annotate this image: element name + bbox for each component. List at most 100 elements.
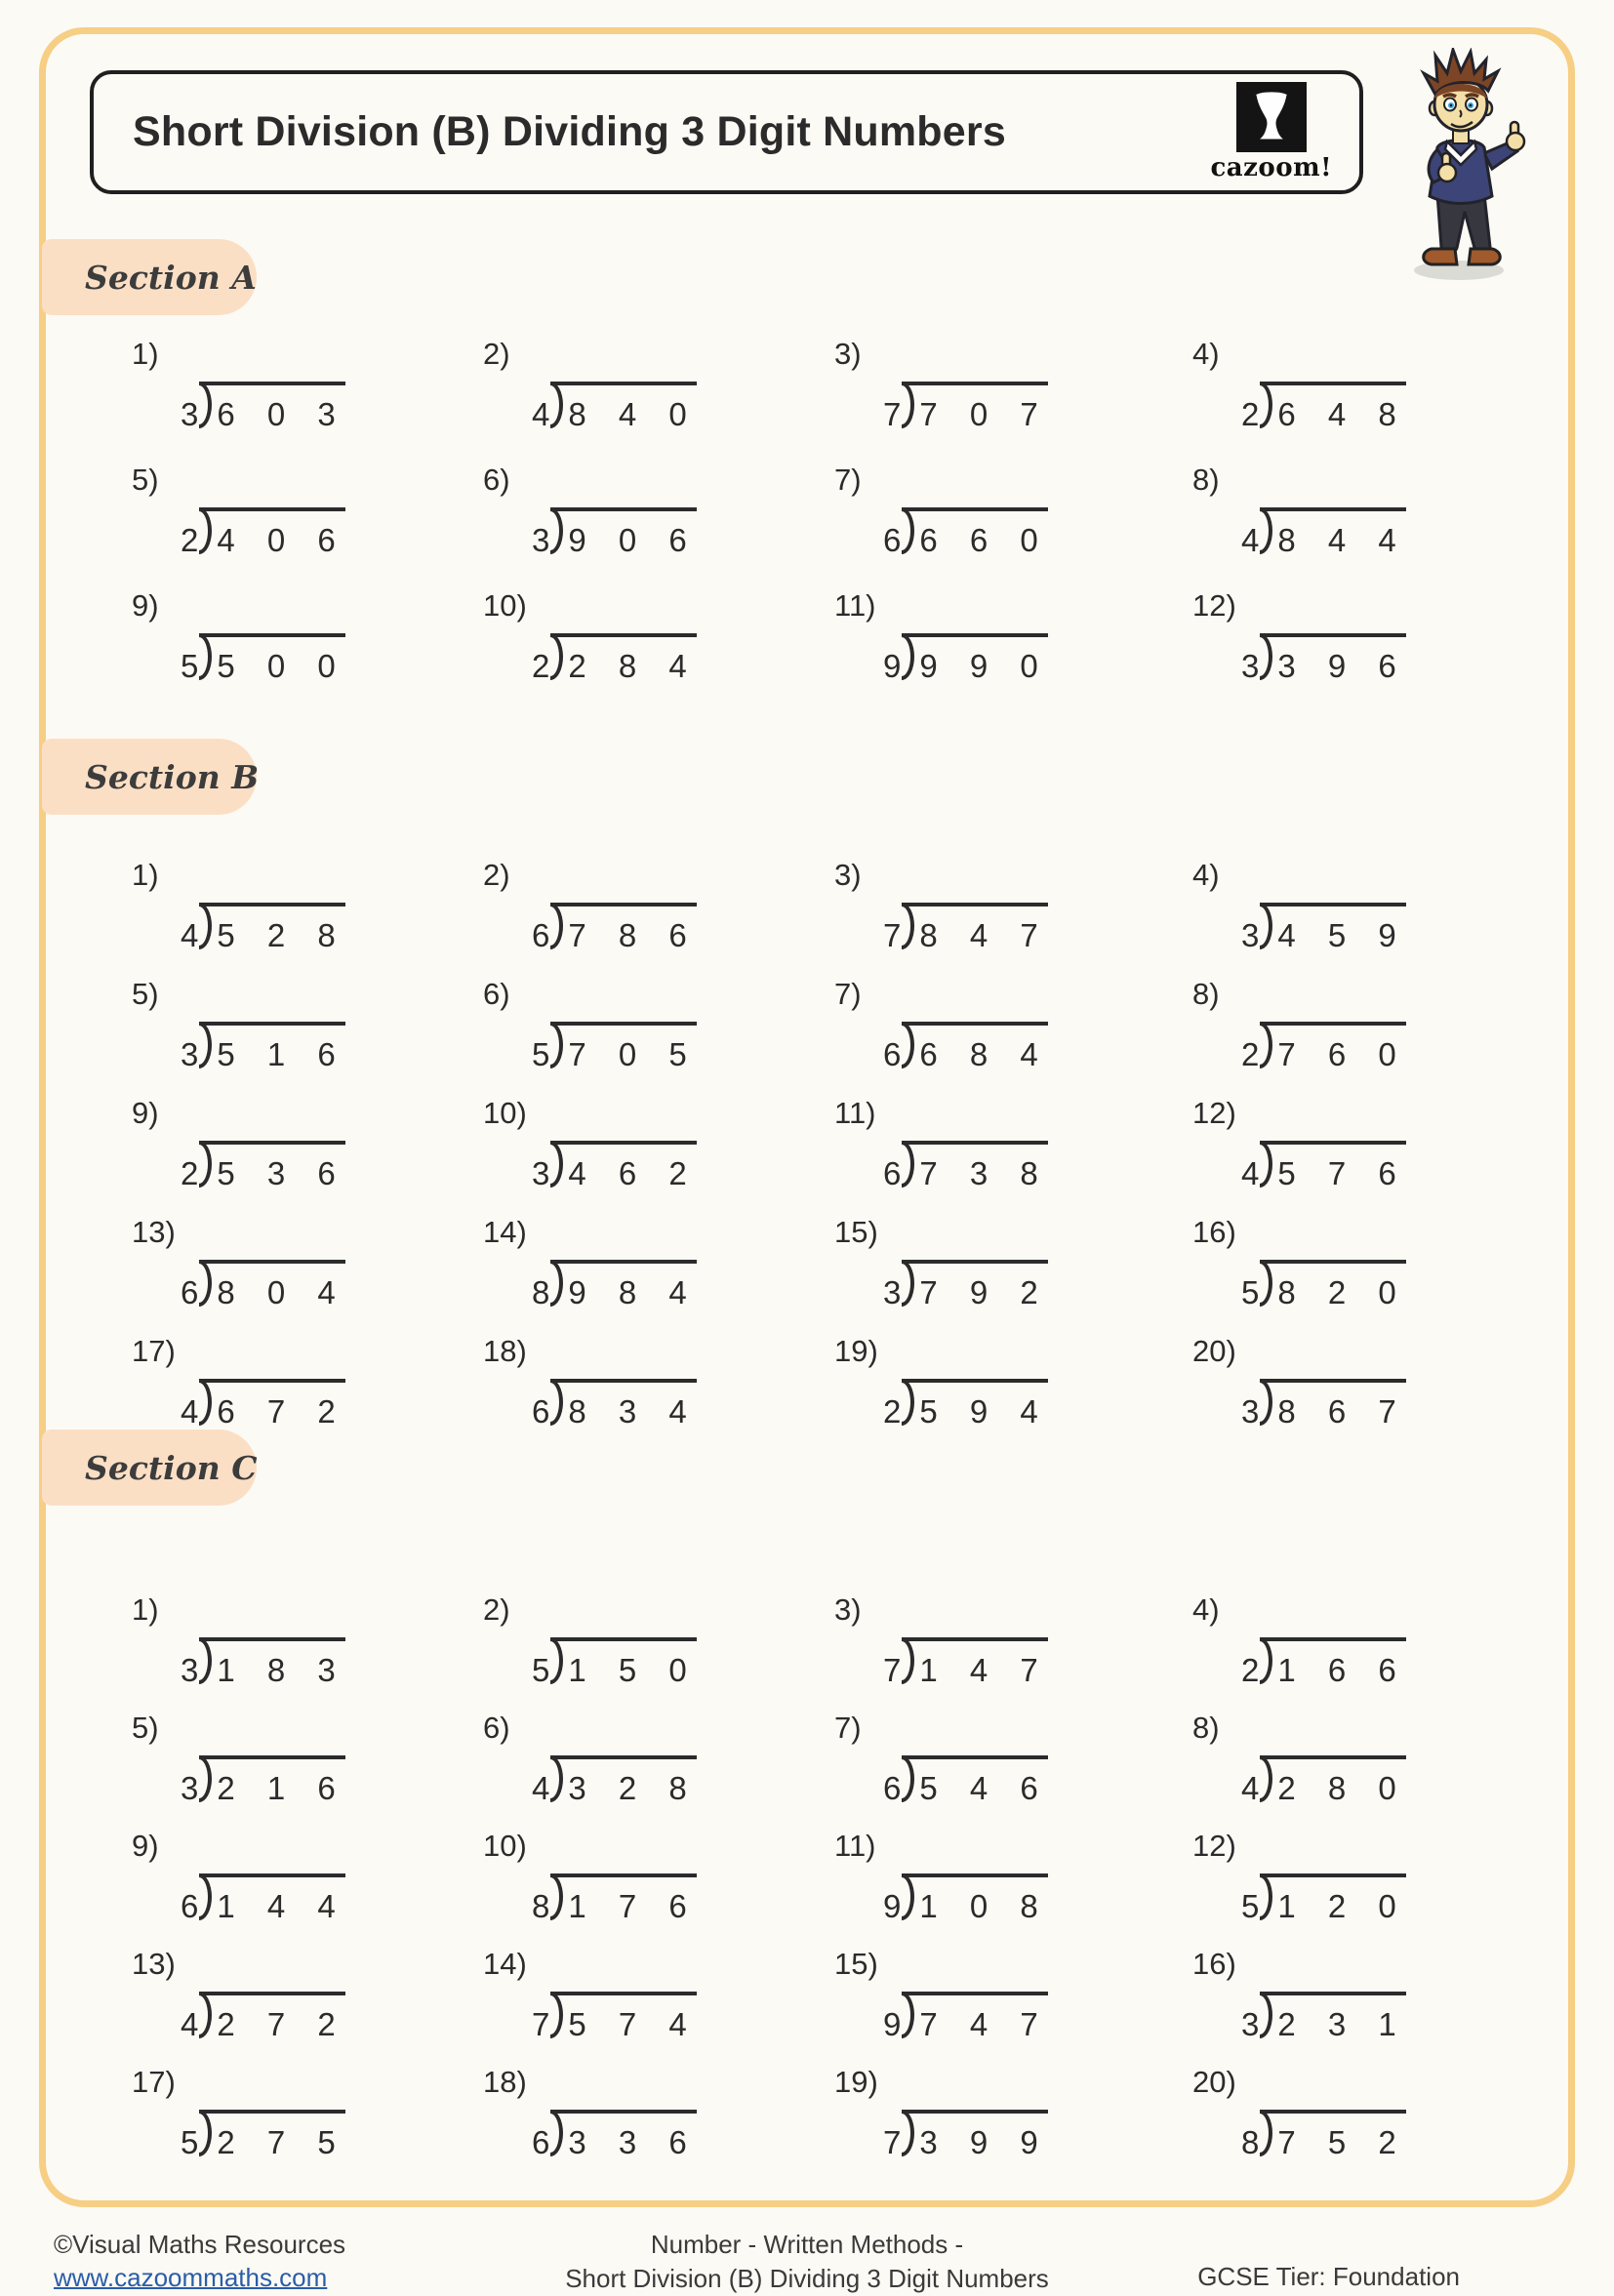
divisor: 6: [883, 1770, 902, 1806]
dividend: 7 4 7: [902, 1992, 1048, 2040]
divisor: 9: [883, 1888, 902, 1924]
problem-number: 1): [132, 337, 159, 371]
divisor: 8: [532, 1888, 550, 1924]
problem-number: 15): [834, 1947, 878, 1981]
divisor: 2: [181, 1155, 199, 1191]
divisor: 3: [181, 1652, 199, 1688]
divisor: 4: [532, 396, 550, 432]
dividend: 7 0 7: [902, 382, 1048, 430]
divisor: 3: [1241, 2006, 1260, 2042]
division-problem: 6) 5 7 0 5: [483, 977, 834, 1096]
dividend: 7 6 0: [1260, 1022, 1406, 1070]
problem-number: 17): [132, 1334, 176, 1368]
division-problem: 11) 6 7 3 8: [834, 1096, 1192, 1215]
division-problem: 7) 6 6 8 4: [834, 977, 1192, 1096]
division-problem: 9) 5 5 0 0: [132, 588, 483, 714]
problem-number: 2): [483, 1592, 510, 1627]
divisor: 4: [1241, 1155, 1260, 1191]
division-problem: 10) 8 1 7 6: [483, 1829, 834, 1947]
division-problem: 8) 4 8 4 4: [1192, 463, 1544, 588]
dividend: 6 7 2: [199, 1379, 345, 1428]
problem-number: 11): [834, 588, 876, 623]
divisor: 4: [1241, 1770, 1260, 1806]
problem-number: 7): [834, 1711, 862, 1745]
divisor: 2: [1241, 1036, 1260, 1072]
problem-number: 16): [1192, 1215, 1236, 1249]
problem-number: 18): [483, 1334, 527, 1368]
divisor: 3: [181, 1770, 199, 1806]
problem-number: 17): [132, 2065, 176, 2099]
divisor: 7: [883, 2124, 902, 2160]
divisor: 6: [532, 917, 550, 953]
divisor: 3: [181, 396, 199, 432]
dividend: 3 9 9: [902, 2110, 1048, 2158]
division-problem: 6) 4 3 2 8: [483, 1711, 834, 1829]
division-problem: 16) 5 8 2 0: [1192, 1215, 1544, 1334]
divisor: 3: [532, 522, 550, 558]
problem-number: 7): [834, 463, 862, 497]
division-problem: 8) 4 2 8 0: [1192, 1711, 1544, 1829]
divisor: 6: [181, 1888, 199, 1924]
division-problem: 15) 3 7 9 2: [834, 1215, 1192, 1334]
mascot-illustration: [1383, 44, 1539, 287]
dividend: 1 0 8: [902, 1873, 1048, 1922]
problems-grid: 1) 3 1 8 3 2) 5 1 5 0 3) 7 1 4 7 4) 2 1 6 6 5) 3 2 1 6…: [132, 1592, 1544, 2183]
division-problem: 18) 6 8 3 4: [483, 1334, 834, 1453]
problem-number: 18): [483, 2065, 527, 2099]
division-problem: 1) 4 5 2 8: [132, 858, 483, 977]
problem-number: 11): [834, 1096, 876, 1130]
problem-number: 14): [483, 1947, 527, 1981]
divisor: 2: [1241, 396, 1260, 432]
cazoom-logo: cazoom!: [1210, 82, 1332, 182]
dividend: 2 8 0: [1260, 1755, 1406, 1804]
dividend: 1 6 6: [1260, 1637, 1406, 1686]
problem-number: 4): [1192, 858, 1220, 892]
dividend: 6 4 8: [1260, 382, 1406, 430]
division-problem: 14) 8 9 8 4: [483, 1215, 834, 1334]
division-problem: 7) 6 6 6 0: [834, 463, 1192, 588]
division-problem: 4) 3 4 5 9: [1192, 858, 1544, 977]
division-problem: 4) 2 1 6 6: [1192, 1592, 1544, 1711]
problem-number: 5): [132, 463, 159, 497]
problem-number: 19): [834, 1334, 878, 1368]
problem-number: 12): [1192, 1096, 1236, 1130]
problem-number: 16): [1192, 1947, 1236, 1981]
division-problem: 10) 3 4 6 2: [483, 1096, 834, 1215]
dividend: 9 9 0: [902, 633, 1048, 682]
division-problem: 20) 3 8 6 7: [1192, 1334, 1544, 1453]
dividend: 2 7 5: [199, 2110, 345, 2158]
dividend: 6 8 4: [902, 1022, 1048, 1070]
divisor: 3: [532, 1155, 550, 1191]
page-title: Short Division (B) Dividing 3 Digit Numb…: [133, 108, 1006, 155]
dividend: 3 9 6: [1260, 633, 1406, 682]
dividend: 3 3 6: [550, 2110, 697, 2158]
division-problem: 2) 5 1 5 0: [483, 1592, 834, 1711]
divisor: 7: [883, 917, 902, 953]
dividend: 5 9 4: [902, 1379, 1048, 1428]
division-problem: 5) 3 2 1 6: [132, 1711, 483, 1829]
dividend: 9 0 6: [550, 507, 697, 556]
division-problem: 19) 7 3 9 9: [834, 2065, 1192, 2183]
cazoom-logo-text: cazoom!: [1210, 153, 1332, 182]
problem-number: 3): [834, 1592, 862, 1627]
problem-number: 11): [834, 1829, 876, 1863]
division-problem: 6) 3 9 0 6: [483, 463, 834, 588]
divisor: 3: [181, 1036, 199, 1072]
